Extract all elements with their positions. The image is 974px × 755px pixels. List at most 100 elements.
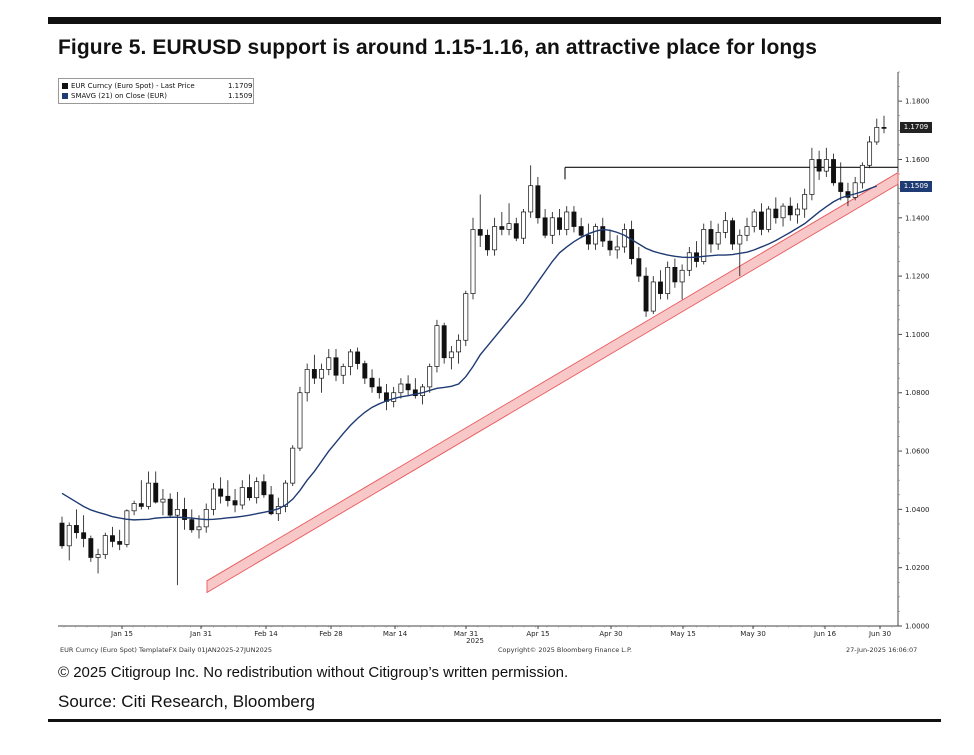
candle-body: [66, 525, 72, 547]
candle-body: [665, 267, 671, 294]
top-rule: [48, 17, 941, 24]
candle-body: [823, 159, 829, 172]
candle-body: [420, 386, 425, 397]
x-tick-label: Feb 14: [254, 630, 278, 638]
candle-body: [852, 182, 858, 198]
candle-body: [102, 535, 108, 555]
candle-body: [153, 482, 159, 503]
support-trendline-band: [206, 171, 899, 594]
candle-body: [506, 223, 512, 230]
candle-body: [816, 159, 822, 172]
candle-body: [809, 159, 815, 195]
candle-body: [189, 519, 195, 531]
candle-body: [326, 357, 332, 370]
y-tick-label: 1.0600: [905, 448, 930, 456]
y-tick-label: 1.0000: [905, 623, 930, 631]
candle-body: [549, 217, 555, 236]
candle-body: [319, 369, 325, 379]
y-tick-label: 1.1200: [905, 273, 930, 281]
candle-body: [679, 269, 685, 283]
candle-body: [521, 211, 526, 239]
candle-body: [182, 509, 188, 520]
last-price-tag: 1.1709: [900, 122, 932, 134]
x-tick-label: Jan 31: [189, 630, 212, 638]
candle-body: [261, 481, 267, 496]
sma-price-tag: 1.1509: [900, 180, 932, 192]
candle-body: [110, 535, 115, 542]
chart-footer-copyright: Copyright© 2025 Bloomberg Finance L.P.: [498, 646, 632, 654]
candle-body: [174, 509, 180, 516]
candle-body: [737, 234, 743, 245]
candle-body: [773, 208, 779, 219]
candle-body: [304, 369, 310, 394]
candle-body: [766, 208, 772, 230]
candle-body: [585, 234, 591, 245]
y-tick-label: 1.0400: [905, 506, 930, 514]
candle-body: [621, 229, 627, 248]
source-note: Source: Citi Research, Bloomberg: [58, 692, 316, 711]
candle-body: [881, 127, 887, 129]
candle-body: [557, 217, 562, 230]
candle-body: [138, 503, 144, 507]
candle-body: [867, 141, 873, 166]
candle-body: [831, 159, 836, 184]
candle-body: [636, 258, 642, 277]
candle-body: [124, 510, 130, 545]
candle-body: [254, 481, 260, 499]
candle-body: [88, 538, 94, 558]
candle-body: [247, 487, 252, 499]
candle-body: [283, 482, 288, 507]
x-tick-label: Jun 30: [868, 630, 891, 638]
candle-body: [535, 185, 541, 219]
candle-body: [333, 357, 339, 376]
legend-value-sma: 1.1509: [228, 92, 253, 100]
candle-body: [470, 229, 476, 294]
figure-title: Figure 5. EURUSD support is around 1.15-…: [58, 36, 818, 59]
candle-body: [708, 229, 714, 245]
x-year-label: 2025: [466, 637, 484, 645]
candle-body: [391, 392, 397, 402]
candle-body: [297, 392, 303, 449]
legend-item-price: EUR Curncy (Euro Spot) - Last Price 1.17…: [62, 81, 253, 91]
y-tick-label: 1.0200: [905, 564, 930, 572]
candle-body: [290, 447, 296, 484]
candle-body: [787, 205, 793, 216]
candle-body: [340, 366, 346, 376]
candle-body: [412, 389, 418, 397]
candle-body: [210, 488, 216, 510]
candle-body: [614, 246, 620, 251]
candle-body: [456, 339, 462, 353]
x-tick-label: Jan 15: [110, 630, 133, 638]
candle-body: [722, 220, 728, 233]
candle-body: [73, 525, 79, 534]
candle-body: [362, 363, 368, 379]
candle-body: [347, 351, 353, 367]
candle-body: [715, 232, 721, 245]
chart-legend: EUR Curncy (Euro Spot) - Last Price 1.17…: [58, 78, 254, 104]
candle-body: [203, 509, 209, 528]
candle-body: [311, 369, 317, 379]
x-tick-label: May 30: [740, 630, 766, 638]
candle-body: [686, 252, 692, 271]
chart-footer-left: EUR Curncy (Euro Spot) TemplateFX Daily …: [60, 646, 273, 654]
candle-body: [398, 383, 404, 394]
candle-body: [593, 226, 599, 245]
x-tick-label: Apr 30: [599, 630, 622, 638]
candle-body: [369, 377, 375, 388]
x-tick-label: May 15: [670, 630, 696, 638]
candle-body: [744, 226, 750, 236]
candle-body: [650, 281, 656, 312]
candle-body: [874, 127, 880, 143]
copyright-note: © 2025 Citigroup Inc. No redistribution …: [58, 664, 569, 681]
candle-body: [160, 498, 166, 503]
chart-footer-timestamp: 27-Jun-2025 16:06:07: [846, 646, 918, 654]
legend-label-sma: SMAVG (21) on Close (EUR): [71, 92, 167, 100]
candle-body: [427, 366, 433, 388]
candle-body: [81, 532, 87, 539]
candle-body: [167, 498, 173, 516]
legend-swatch-price: [62, 83, 68, 89]
candle-body: [196, 526, 202, 531]
candle-body: [795, 208, 800, 216]
candle-body: [218, 488, 224, 497]
